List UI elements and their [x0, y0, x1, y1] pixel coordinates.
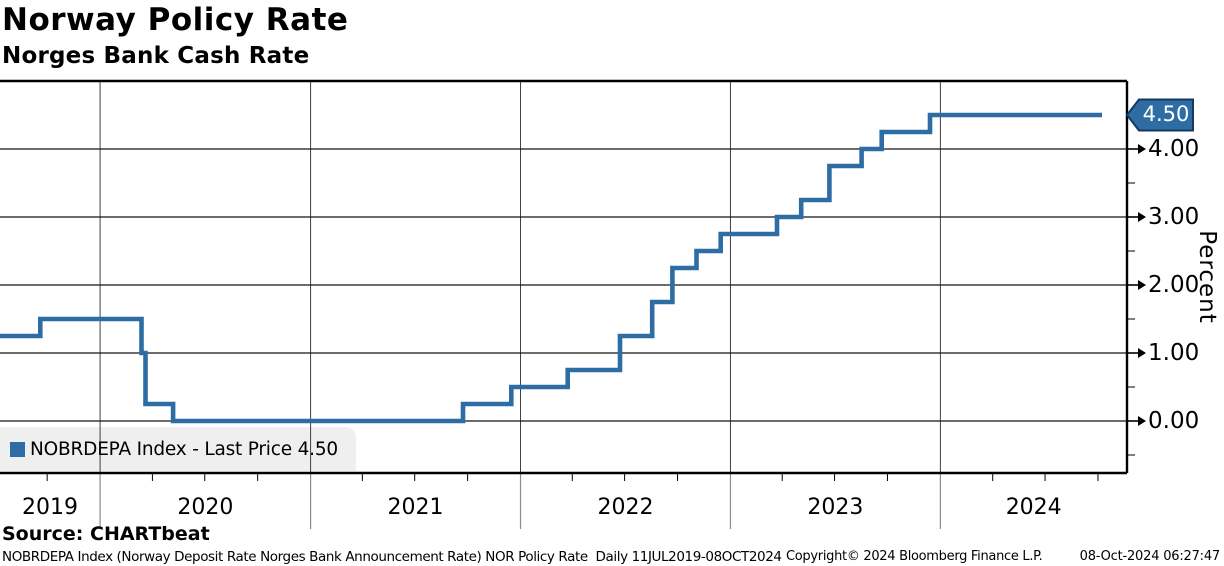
- y-axis-tick-label: 2.00: [1148, 272, 1200, 298]
- page-subtitle: Norges Bank Cash Rate: [2, 43, 310, 69]
- last-price-badge-shape: [1125, 98, 1194, 132]
- footer-copyright: Copyright© 2024 Bloomberg Finance L.P.: [786, 549, 1043, 564]
- x-axis-year-label: 2022: [597, 495, 654, 520]
- y-tick-arrow-icon: [1138, 212, 1146, 222]
- x-axis-year-label: 2024: [1005, 495, 1062, 520]
- y-tick-arrow-icon: [1138, 144, 1146, 154]
- policy-rate-line: [0, 112, 1102, 424]
- y-axis-tick-label: 4.00: [1148, 136, 1200, 162]
- legend-box: [0, 427, 356, 471]
- legend-entry: NOBRDEPA Index - Last Price 4.50: [10, 427, 338, 471]
- y-tick-arrow-icon: [1138, 416, 1146, 426]
- y-tick-arrow-icon: [1138, 348, 1146, 358]
- x-axis-year-label: 2019: [22, 495, 79, 520]
- y-axis-tick-label: 1.00: [1148, 340, 1200, 366]
- y-tick-arrow-icon: [1138, 280, 1146, 290]
- source-line: Source: CHARTbeat: [2, 523, 210, 545]
- footer-description: NOBRDEPA Index (Norway Deposit Rate Norg…: [2, 549, 782, 565]
- legend-series-marker-icon: [10, 441, 25, 457]
- y-axis-tick-label: 0.00: [1148, 408, 1200, 434]
- page-title: Norway Policy Rate: [2, 2, 349, 38]
- x-axis-year-label: 2023: [807, 495, 864, 520]
- y-axis-title: Percent: [1194, 230, 1220, 324]
- y-axis-tick-label: 3.00: [1148, 204, 1200, 230]
- x-axis-year-label: 2020: [177, 495, 234, 520]
- legend-series-label: NOBRDEPA Index - Last Price 4.50: [30, 438, 338, 460]
- footer-timestamp: 08-Oct-2024 06:27:47: [1079, 549, 1221, 564]
- last-price-badge: 4.50: [1142, 102, 1190, 126]
- x-axis-year-label: 2021: [387, 495, 444, 520]
